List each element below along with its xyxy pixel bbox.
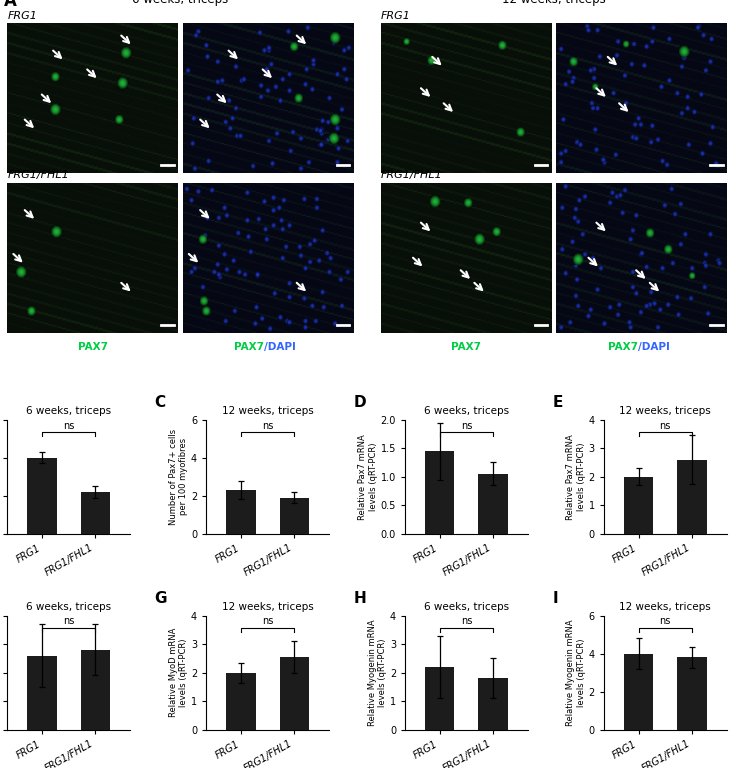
Bar (677, 657, 707, 730)
Text: FRG1/FHL1: FRG1/FHL1 (7, 170, 69, 180)
Bar (81, 650, 110, 730)
Bar (624, 477, 653, 534)
Y-axis label: Relative Myogenin mRNA
levels (qRT-PCR): Relative Myogenin mRNA levels (qRT-PCR) (368, 619, 387, 726)
Text: FRG1: FRG1 (7, 11, 37, 21)
Text: ns: ns (262, 617, 273, 627)
Bar (27, 458, 57, 534)
Text: ns: ns (262, 421, 273, 431)
Bar (425, 451, 454, 534)
Text: PAX7: PAX7 (78, 343, 107, 353)
Text: 6 weeks, triceps: 6 weeks, triceps (132, 0, 228, 6)
Bar (677, 459, 707, 534)
Title: 6 weeks, triceps: 6 weeks, triceps (26, 406, 112, 416)
Bar (226, 673, 255, 730)
Title: 12 weeks, triceps: 12 weeks, triceps (619, 602, 711, 612)
Bar (280, 657, 309, 730)
Text: 12 weeks, triceps: 12 weeks, triceps (502, 0, 606, 6)
Text: I: I (553, 591, 558, 606)
Text: /DAPI: /DAPI (264, 343, 297, 353)
Bar (27, 656, 57, 730)
Text: H: H (354, 591, 366, 606)
Text: ns: ns (63, 421, 74, 431)
Text: FRG1: FRG1 (381, 11, 411, 21)
Title: 6 weeks, triceps: 6 weeks, triceps (26, 602, 112, 612)
Text: A: A (4, 0, 17, 10)
Text: ns: ns (461, 617, 472, 627)
Bar (479, 474, 508, 534)
Text: PAX7: PAX7 (608, 343, 638, 353)
Bar (226, 490, 255, 534)
Bar (479, 678, 508, 730)
Text: PAX7: PAX7 (451, 343, 481, 353)
Y-axis label: Number of Pax7+ cells
per 100 myofibres: Number of Pax7+ cells per 100 myofibres (169, 429, 188, 525)
Bar (425, 667, 454, 730)
Text: ns: ns (461, 421, 472, 431)
Text: C: C (155, 395, 166, 409)
Title: 12 weeks, triceps: 12 weeks, triceps (619, 406, 711, 416)
Title: 12 weeks, triceps: 12 weeks, triceps (222, 602, 313, 612)
Title: 6 weeks, triceps: 6 weeks, triceps (424, 406, 509, 416)
Text: ns: ns (63, 617, 74, 627)
Y-axis label: Relative Myogenin mRNA
levels (qRT-PCR): Relative Myogenin mRNA levels (qRT-PCR) (567, 619, 586, 726)
Text: /DAPI: /DAPI (638, 343, 669, 353)
Bar (624, 654, 653, 730)
Y-axis label: Relative MyoD mRNA
levels (qRT-PCR): Relative MyoD mRNA levels (qRT-PCR) (169, 628, 188, 717)
Bar (280, 498, 309, 534)
Text: ns: ns (660, 421, 671, 431)
Text: ns: ns (660, 617, 671, 627)
Title: 12 weeks, triceps: 12 weeks, triceps (222, 406, 313, 416)
Bar (81, 492, 110, 534)
Text: D: D (354, 395, 366, 409)
Title: 6 weeks, triceps: 6 weeks, triceps (424, 602, 509, 612)
Y-axis label: Relative Pax7 mRNA
levels (qRT-PCR): Relative Pax7 mRNA levels (qRT-PCR) (567, 434, 586, 519)
Text: G: G (155, 591, 167, 606)
Text: E: E (553, 395, 563, 409)
Y-axis label: Relative Pax7 mRNA
levels (qRT-PCR): Relative Pax7 mRNA levels (qRT-PCR) (358, 434, 378, 519)
Text: PAX7: PAX7 (234, 343, 264, 353)
Text: FRG1/FHL1: FRG1/FHL1 (381, 170, 443, 180)
